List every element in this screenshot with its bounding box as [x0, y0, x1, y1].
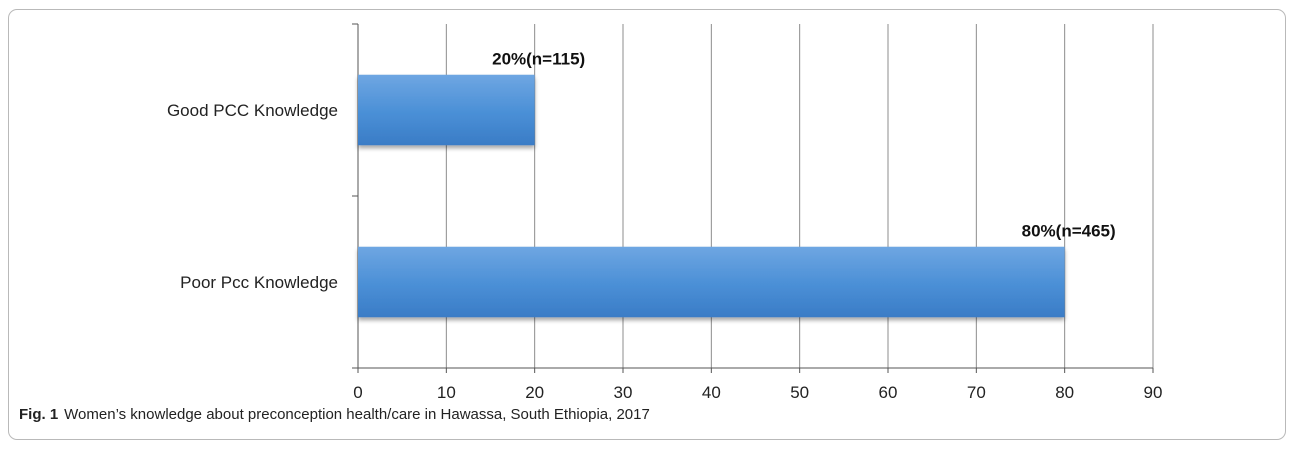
x-tick-label: 20: [525, 383, 544, 402]
x-tick-label: 30: [614, 383, 633, 402]
x-tick-label: 50: [790, 383, 809, 402]
x-tick-label: 10: [437, 383, 456, 402]
x-tick-label: 60: [879, 383, 898, 402]
data-label: 80%(n=465): [1022, 222, 1116, 241]
caption-text: Women’s knowledge about preconception he…: [64, 406, 650, 423]
x-tick-label: 0: [353, 383, 362, 402]
caption-label: Fig. 1: [19, 406, 59, 423]
x-tick-label: 40: [702, 383, 721, 402]
labels: 0 10 20 30 40 50 60 70 80 90 Good PCC Knowledge 20%…: [167, 50, 1163, 402]
data-label: 20%(n=115): [492, 50, 585, 69]
x-tick-label: 70: [967, 383, 986, 402]
bar-2: [358, 246, 1065, 318]
category-label: Good PCC Knowledge: [167, 101, 338, 120]
figure-caption: Fig. 1 Women’s knowledge about preconcept…: [19, 406, 650, 423]
x-tick-label: 90: [1144, 383, 1163, 402]
bar-1: [358, 74, 535, 146]
category-label: Poor Pcc Knowledge: [180, 273, 338, 292]
bars: [358, 74, 1065, 318]
x-tick-label: 80: [1055, 383, 1074, 402]
